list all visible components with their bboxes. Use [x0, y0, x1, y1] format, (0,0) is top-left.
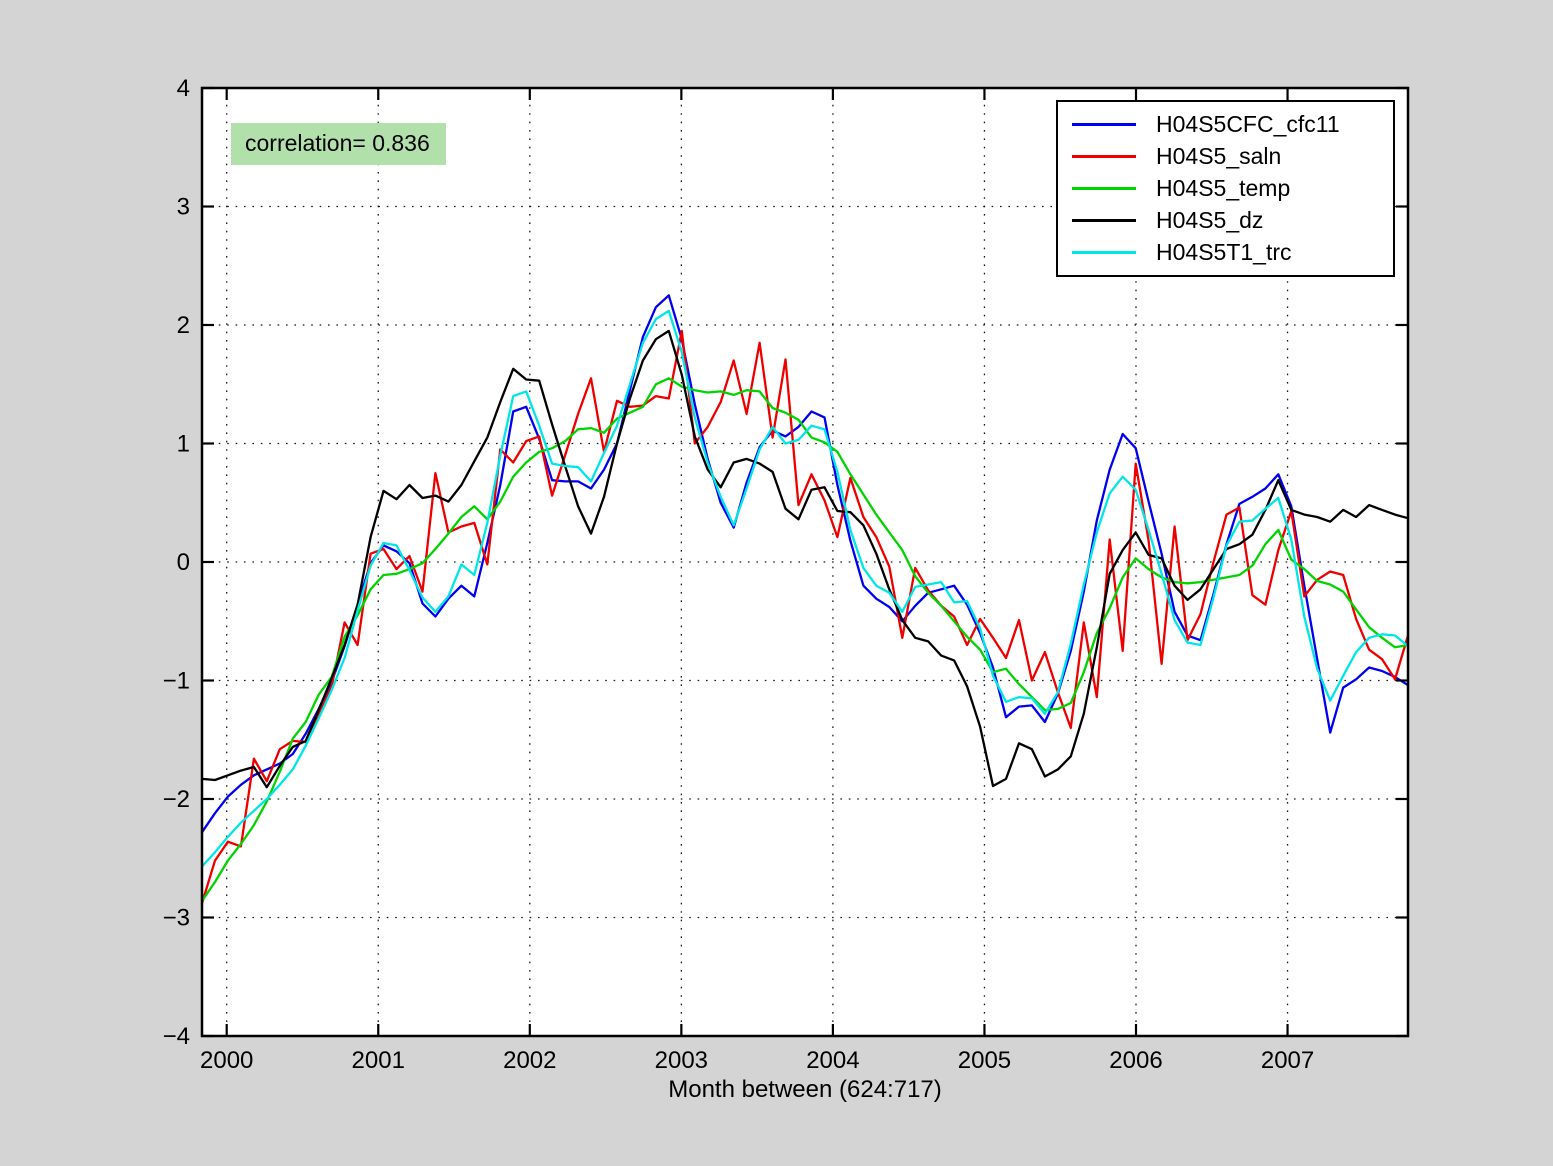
- svg-text:3: 3: [177, 194, 190, 221]
- svg-text:2006: 2006: [1109, 1047, 1162, 1074]
- svg-text:2003: 2003: [655, 1047, 708, 1074]
- legend-label: H04S5_dz: [1156, 207, 1264, 234]
- svg-text:−1: −1: [163, 668, 190, 695]
- svg-text:2002: 2002: [503, 1047, 556, 1074]
- svg-text:2007: 2007: [1261, 1047, 1314, 1074]
- legend-box: H04S5CFC_cfc11 H04S5_saln H04S5_temp H04…: [1056, 100, 1395, 277]
- legend-label: H04S5T1_trc: [1156, 239, 1292, 266]
- legend-line-sample-icon: [1072, 251, 1136, 255]
- legend-line-sample-icon: [1072, 219, 1136, 223]
- svg-text:1: 1: [177, 431, 190, 458]
- legend-label: H04S5_saln: [1156, 142, 1282, 169]
- legend-item: H04S5CFC_cfc11: [1072, 109, 1393, 140]
- svg-text:4: 4: [177, 75, 190, 102]
- legend-line-sample-icon: [1072, 122, 1136, 126]
- legend-item: H04S5_dz: [1072, 205, 1393, 236]
- x-axis-label: Month between (624:717): [668, 1076, 942, 1103]
- svg-text:−4: −4: [163, 1023, 190, 1050]
- svg-text:2000: 2000: [200, 1047, 253, 1074]
- legend-label: H04S5CFC_cfc11: [1156, 110, 1340, 137]
- legend-label: H04S5_temp: [1156, 174, 1291, 201]
- svg-text:2004: 2004: [806, 1047, 859, 1074]
- svg-text:2: 2: [177, 312, 190, 339]
- legend-item: H04S5_temp: [1072, 173, 1393, 204]
- svg-text:2001: 2001: [352, 1047, 405, 1074]
- svg-text:0: 0: [177, 549, 190, 576]
- correlation-badge: correlation= 0.836: [231, 123, 446, 165]
- legend-item: H04S5T1_trc: [1072, 237, 1393, 268]
- svg-text:2005: 2005: [958, 1047, 1011, 1074]
- svg-text:−2: −2: [163, 786, 190, 813]
- legend-item: H04S5_saln: [1072, 141, 1393, 172]
- legend-line-sample-icon: [1072, 154, 1136, 158]
- legend-line-sample-icon: [1072, 186, 1136, 190]
- svg-text:−3: −3: [163, 905, 190, 932]
